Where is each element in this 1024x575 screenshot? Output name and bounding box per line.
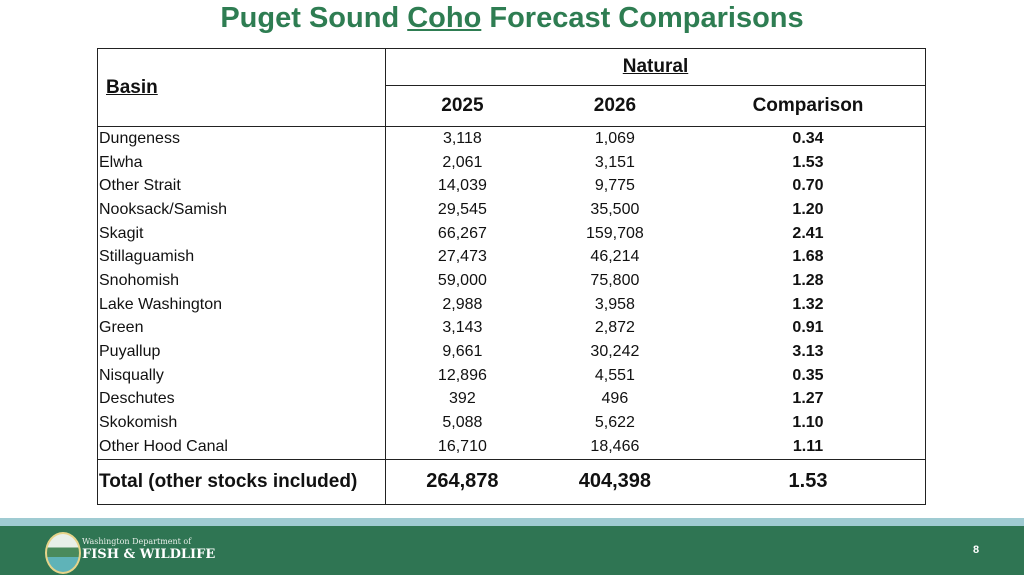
basin-cell: Puyallup — [97, 340, 386, 364]
value-2026: 46,214 — [590, 248, 640, 266]
slide-title: Puget Sound Coho Forecast Comparisons — [0, 2, 1024, 35]
value-2026: 30,242 — [590, 343, 640, 361]
value-2025: 29,545 — [437, 200, 487, 218]
basin-header: Basin — [97, 48, 386, 127]
value-2025: 16,710 — [437, 437, 487, 455]
value-2026: 4,551 — [594, 366, 635, 384]
value-2025: 14,039 — [437, 177, 487, 195]
comparison-cell: 1.10 — [691, 411, 926, 435]
basin-cell: Skagit — [97, 221, 386, 246]
comparison-cell: 1.11 — [691, 434, 926, 460]
comparison-cell: 0.91 — [691, 316, 926, 341]
basin-cell: Skokomish — [97, 411, 386, 435]
table-row: Nooksack/Samish 29,545 35,500 1.20 — [97, 198, 926, 222]
basin-cell: Elwha — [97, 150, 386, 175]
value-2025: 392 — [449, 390, 476, 408]
value-2026: 159,708 — [585, 224, 644, 242]
basin-cell: Dungeness — [97, 126, 386, 151]
comparison-cell: 1.28 — [691, 269, 926, 293]
comparison-cell: 1.20 — [691, 198, 926, 222]
value-2026: 5,622 — [594, 414, 635, 432]
value-2026: 35,500 — [590, 200, 640, 218]
table-row: Other Strait 14,039 9,775 0.70 — [97, 174, 926, 199]
value-2026: 75,800 — [590, 271, 640, 289]
comparison-cell: 0.70 — [691, 174, 926, 199]
basin-cell: Nooksack/Samish — [97, 198, 386, 222]
table-row: Skokomish 5,088 5,622 1.10 — [97, 411, 926, 435]
value-2026: 1,069 — [594, 129, 635, 147]
value-2025: 59,000 — [437, 271, 487, 289]
value-2025: 27,473 — [437, 248, 487, 266]
total-row: Total (other stocks included) 264,878 404,… — [97, 458, 926, 505]
org-name-line2: FISH & WILDLIFE — [82, 547, 216, 562]
basin-cell: Green — [97, 316, 386, 341]
basin-cell: Deschutes — [97, 387, 386, 412]
value-2026: 2,872 — [594, 319, 635, 337]
table-row: Skagit 66,267 159,708 2.41 — [97, 221, 926, 246]
value-2026: 3,151 — [594, 153, 635, 171]
value-2025: 3,143 — [442, 319, 483, 337]
value-2026: 3,958 — [594, 295, 635, 313]
value-2025: 5,088 — [442, 414, 483, 432]
table-row: Green 3,143 2,872 0.91 — [97, 316, 926, 341]
basin-cell: Stillaguamish — [97, 245, 386, 270]
total-2026: 404,398 — [538, 458, 691, 505]
table-row: Nisqually 12,896 4,551 0.35 — [97, 363, 926, 388]
value-2026: 496 — [601, 390, 629, 408]
value-2025: 2,988 — [442, 295, 483, 313]
col-2026-header: 2026 — [538, 85, 691, 127]
total-label: Total (other stocks included) — [97, 458, 386, 505]
basin-cell: Nisqually — [97, 363, 386, 388]
value-2025: 66,267 — [437, 224, 487, 242]
title-species: Coho — [407, 2, 482, 34]
natural-header: Natural — [385, 48, 926, 86]
basin-cell: Other Strait — [97, 174, 386, 199]
value-2025: 3,118 — [442, 129, 482, 147]
value-2025: 9,661 — [442, 343, 483, 361]
comparison-cell: 2.41 — [691, 221, 926, 246]
footer: Washington Department of FISH & WILDLIFE… — [0, 526, 1024, 575]
col-comparison-header: Comparison — [691, 85, 926, 127]
comparison-cell: 1.27 — [691, 387, 926, 412]
value-2025: 2,061 — [442, 153, 483, 171]
table-row: Other Hood Canal 16,710 18,466 1.11 — [97, 434, 926, 460]
comparison-cell: 1.53 — [691, 150, 926, 175]
value-2025: 12,896 — [437, 366, 487, 384]
org-name-line1: Washington Department of — [82, 537, 192, 546]
forecast-table: Basin Natural 2025 2026 Comparison Dunge… — [97, 48, 926, 505]
title-part: Puget Sound — [220, 2, 408, 34]
value-2026: 18,466 — [590, 437, 640, 455]
table-row: Stillaguamish 27,473 46,214 1.68 — [97, 245, 926, 270]
comparison-cell: 3.13 — [691, 340, 926, 364]
comparison-cell: 0.35 — [691, 363, 926, 388]
table-row: Puyallup 9,661 30,242 3.13 — [97, 340, 926, 364]
total-comparison: 1.53 — [691, 458, 926, 505]
page-number: 8 — [973, 544, 980, 556]
table-row: Dungeness 3,118 1,069 0.34 — [97, 126, 926, 151]
title-part: Forecast Comparisons — [481, 2, 804, 34]
basin-cell: Lake Washington — [97, 292, 386, 317]
footer-stripe — [0, 518, 1024, 526]
value-2026: 9,775 — [594, 177, 635, 195]
comparison-cell: 1.32 — [691, 292, 926, 317]
table-row: Snohomish 59,000 75,800 1.28 — [97, 269, 926, 293]
table-row: Deschutes 392 496 1.27 — [97, 387, 926, 412]
table-row: Elwha 2,061 3,151 1.53 — [97, 150, 926, 175]
basin-cell: Other Hood Canal — [97, 434, 386, 460]
comparison-cell: 0.34 — [691, 126, 926, 151]
basin-cell: Snohomish — [97, 269, 386, 293]
table-row: Lake Washington 2,988 3,958 1.32 — [97, 292, 926, 317]
wdfw-logo-icon — [45, 532, 81, 574]
total-2025: 264,878 — [385, 458, 539, 505]
col-2025-header: 2025 — [385, 85, 539, 127]
comparison-cell: 1.68 — [691, 245, 926, 270]
